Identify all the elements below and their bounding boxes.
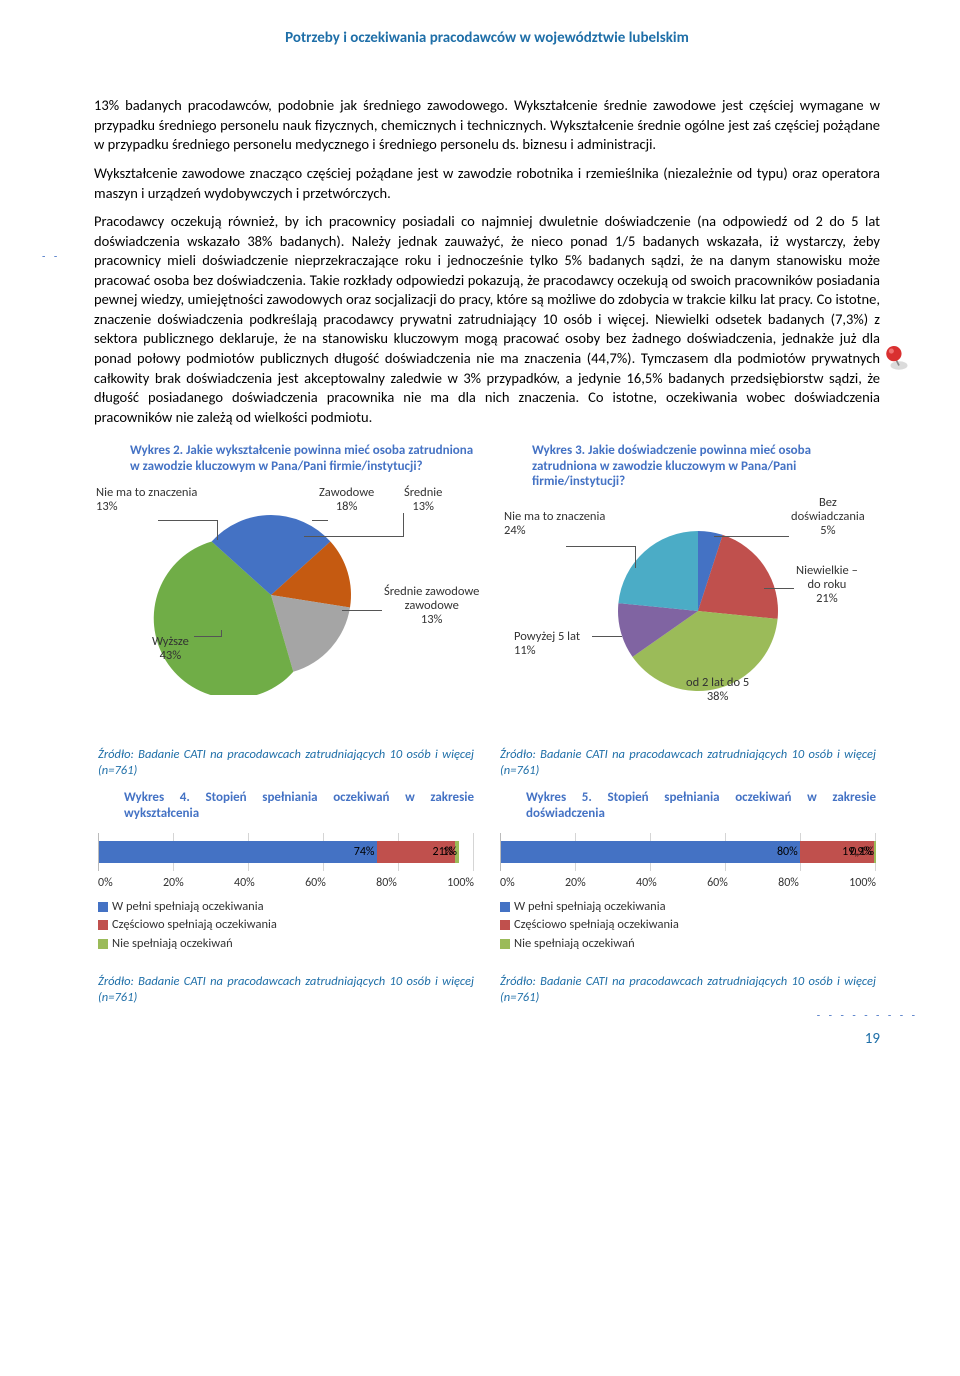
page-header: Potrzeby i oczekiwania pracodawców w woj… xyxy=(94,28,880,48)
chart-4-source: Źródło: Badanie CATI na pracodawcach zat… xyxy=(98,974,474,1005)
chart-3-pie: Bezdoświadczania5% Niewielkie –do roku21… xyxy=(496,496,880,711)
chart-4-bar: 74%21%1% 0%20%40%60%80%100% W pełni speł… xyxy=(94,829,478,953)
margin-dashes: - - xyxy=(42,250,60,265)
chart-3-col: Wykres 3. Jakie doświadczenie powinna mi… xyxy=(496,443,880,711)
chart-2-pie: Nie ma to znaczenia13% Zawodowe18% Średn… xyxy=(94,480,478,695)
para-3: Pracodawcy oczekują również, by ich prac… xyxy=(94,212,880,427)
chart-2-title: Wykres 2. Jakie wykształcenie powinna mi… xyxy=(94,443,478,474)
chart-2-col: Wykres 2. Jakie wykształcenie powinna mi… xyxy=(94,443,478,711)
body-text: 13% badanych pracodawców, podobnie jak ś… xyxy=(94,96,880,427)
page-number: 19 xyxy=(94,1029,880,1049)
pushpin-icon xyxy=(882,340,916,380)
margin-dots: - - - - - - - - - xyxy=(817,1009,918,1024)
chart-3-source: Źródło: Badanie CATI na pracodawcach zat… xyxy=(500,747,876,778)
chart-2-source: Źródło: Badanie CATI na pracodawcach zat… xyxy=(98,747,474,778)
chart-4-title: Wykres 4. Stopień spełniania oczekiwań w… xyxy=(124,790,474,821)
chart-3-title: Wykres 3. Jakie doświadczenie powinna mi… xyxy=(496,443,880,490)
para-2: Wykształcenie zawodowe znacząco częściej… xyxy=(94,164,880,203)
chart-5-source: Źródło: Badanie CATI na pracodawcach zat… xyxy=(500,974,876,1005)
chart-5-title: Wykres 5. Stopień spełniania oczekiwań w… xyxy=(526,790,876,821)
para-1: 13% badanych pracodawców, podobnie jak ś… xyxy=(94,96,880,155)
chart-5-bar: 80%19,9%0,1% 0%20%40%60%80%100% W pełni … xyxy=(496,829,880,953)
